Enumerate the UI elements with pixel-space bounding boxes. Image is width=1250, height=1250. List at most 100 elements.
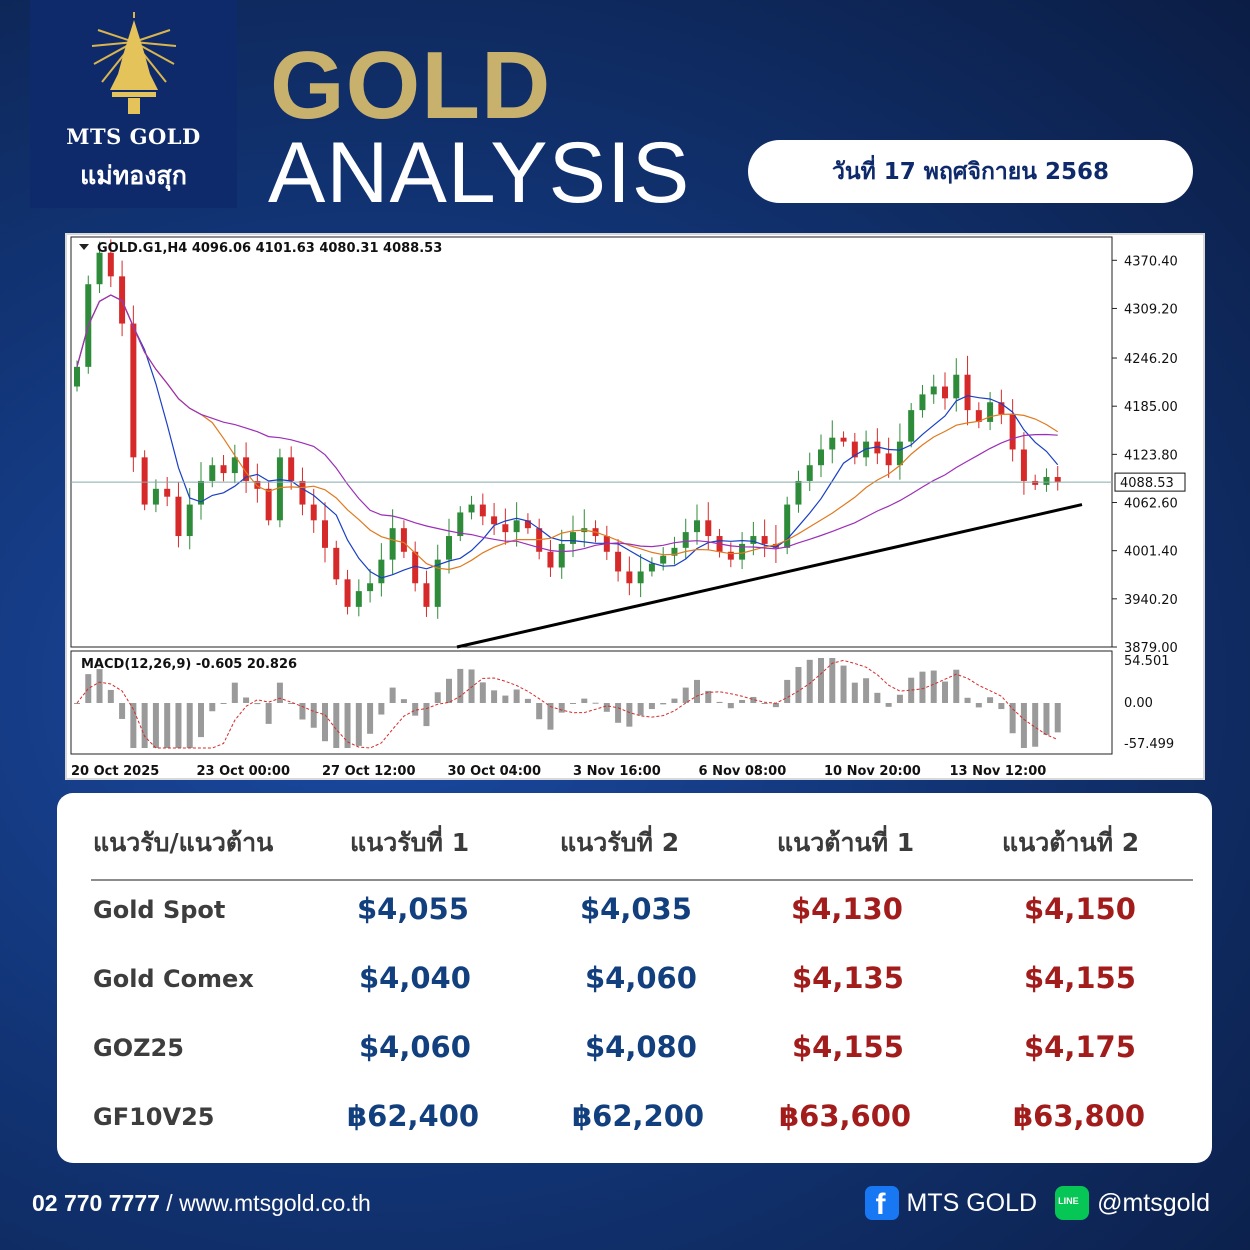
macd-bar: [908, 677, 915, 703]
macd-bar: [164, 703, 171, 748]
macd-bar: [784, 679, 791, 703]
candle-body: [1020, 449, 1027, 481]
chart-header: GOLD.G1,H4 4096.06 4101.63 4080.31 4088.…: [97, 241, 442, 256]
candle-body: [310, 504, 317, 521]
macd-bar: [851, 682, 858, 703]
cell-support-1: $4,060: [359, 1030, 471, 1064]
y-tick-label: 3940.20: [1124, 593, 1178, 608]
y-tick-label: 4246.20: [1124, 352, 1178, 367]
cell-resistance-2: $4,150: [1024, 892, 1136, 926]
x-tick-label: 30 Oct 04:00: [448, 764, 542, 778]
candle-body: [491, 516, 498, 525]
macd-bar: [130, 703, 137, 748]
macd-bar: [626, 703, 633, 727]
macd-bar: [547, 703, 554, 730]
macd-bar: [739, 699, 746, 703]
candle-body: [276, 457, 283, 521]
macd-bar: [152, 703, 159, 748]
candle-body: [378, 559, 385, 584]
macd-bar: [74, 703, 80, 704]
candle-body: [896, 441, 903, 466]
last-price-label: 4088.53: [1120, 476, 1174, 491]
header-resistance-2: แนวต้านที่ 2: [1002, 828, 1140, 857]
candle-body: [998, 402, 1005, 415]
facebook-icon[interactable]: f: [864, 1186, 899, 1221]
header-support-1: แนวรับที่ 1: [350, 828, 470, 857]
temple-spire-icon: [91, 12, 177, 114]
macd-bar: [660, 703, 667, 705]
candle-body: [772, 543, 779, 548]
candle-body: [175, 496, 182, 537]
macd-bar: [1009, 703, 1016, 734]
macd-bar: [231, 682, 238, 703]
candle-body: [1043, 477, 1050, 485]
macd-bar: [682, 687, 689, 703]
x-tick-label: 20 Oct 2025: [71, 764, 159, 778]
macd-bar: [1054, 703, 1061, 733]
macd-bar: [874, 692, 881, 703]
ma-mid-line: [76, 294, 1059, 571]
website-link[interactable]: / www.mtsgold.co.th: [159, 1190, 371, 1216]
macd-bar: [727, 703, 734, 709]
candle-body: [750, 536, 757, 544]
macd-tick-label: -57.499: [1124, 737, 1174, 752]
y-tick-label: 4123.80: [1124, 448, 1178, 463]
macd-bar: [637, 703, 644, 716]
price-panel: [70, 236, 1113, 648]
x-tick-label: 3 Nov 16:00: [573, 764, 661, 778]
candle-body: [468, 504, 475, 513]
candle-body: [209, 465, 216, 481]
candle-body: [299, 480, 306, 505]
y-tick-label: 4370.40: [1124, 254, 1178, 269]
macd-bar: [705, 690, 712, 703]
macd-bar: [310, 703, 317, 728]
candle-body: [164, 488, 171, 497]
macd-signal-line: [76, 659, 1058, 749]
candle-body: [908, 410, 915, 442]
candle-body: [682, 532, 689, 548]
line-icon[interactable]: LINE: [1055, 1186, 1090, 1220]
macd-bar: [355, 703, 362, 746]
macd-bar: [491, 690, 498, 703]
macd-bar: [615, 703, 622, 723]
last-price-box: [1114, 472, 1186, 492]
candle-body: [107, 252, 114, 277]
candle-body: [964, 374, 971, 411]
candle-body: [975, 410, 982, 422]
macd-bar: [333, 703, 340, 748]
candle-body: [795, 480, 802, 505]
macd-bar: [840, 665, 847, 703]
candle-body: [1009, 414, 1016, 450]
y-tick-label: 4062.60: [1124, 497, 1178, 512]
macd-bar: [209, 703, 216, 712]
candle-body: [637, 571, 644, 584]
candle-body: [74, 366, 80, 387]
candle-body: [694, 520, 700, 533]
candle-body: [987, 402, 994, 422]
macd-bar: [964, 697, 971, 703]
x-tick-label: 6 Nov 08:00: [699, 764, 787, 778]
candle-body: [344, 579, 351, 607]
x-tick-label: 10 Nov 20:00: [824, 764, 921, 778]
macd-bar: [1043, 703, 1050, 735]
candle-body: [186, 504, 193, 537]
cell-support-2: $4,060: [585, 961, 697, 995]
y-tick-label: 4309.20: [1124, 302, 1178, 317]
candle-body: [829, 437, 836, 450]
candle-body: [739, 543, 746, 560]
ma-fast-line: [76, 294, 1059, 579]
macd-bar: [400, 699, 407, 703]
candle-body: [141, 457, 148, 505]
facebook-handle[interactable]: MTS GOLD: [906, 1188, 1038, 1217]
macd-bar: [987, 697, 994, 703]
candle-body: [254, 480, 261, 489]
line-badge-text: LINE: [1058, 1196, 1079, 1206]
row-name: GOZ25: [93, 1034, 184, 1062]
candle-body: [953, 374, 960, 399]
line-handle[interactable]: @mtsgold: [1097, 1188, 1210, 1217]
candle-body: [626, 571, 633, 584]
macd-bar: [322, 703, 328, 742]
macd-bar: [592, 702, 599, 704]
title-analysis: ANALYSIS: [268, 125, 691, 221]
header-resistance-1: แนวต้านที่ 1: [777, 828, 915, 857]
